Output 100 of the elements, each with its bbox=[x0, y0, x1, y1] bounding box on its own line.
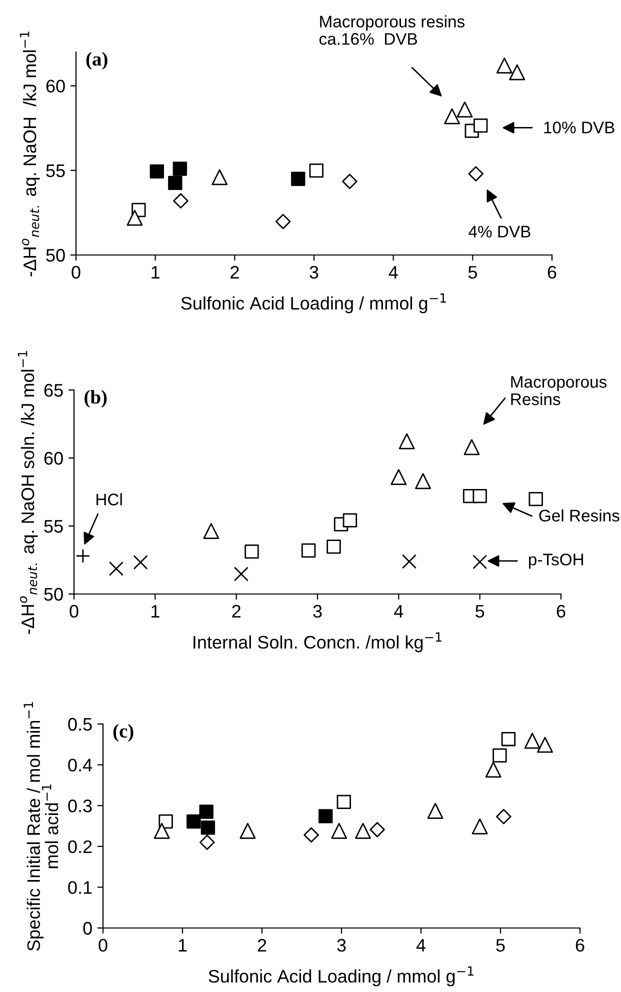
x-tick-label: 6 bbox=[548, 266, 556, 279]
point bbox=[199, 804, 214, 819]
x-tick-label: 3 bbox=[310, 266, 318, 279]
point bbox=[415, 473, 431, 490]
point bbox=[150, 164, 164, 179]
x-tick-label: 5 bbox=[476, 605, 484, 618]
point bbox=[496, 808, 512, 824]
point bbox=[212, 169, 228, 186]
x-tick-label: 3 bbox=[313, 604, 322, 618]
x-tick-label: 1 bbox=[152, 266, 160, 278]
point bbox=[444, 108, 460, 124]
point bbox=[336, 794, 351, 810]
point bbox=[168, 176, 182, 190]
point bbox=[291, 172, 306, 186]
y-axis-title: -ΔH$^{o}$$_{neut.}$ aq. NaOH soln. /kJ mol$^{−1}$ bbox=[18, 351, 38, 634]
x-tick-label: 2 bbox=[232, 604, 240, 618]
y-tick-label: 65 bbox=[44, 384, 63, 397]
text: Specific Initial Rate / mol min$^{−1}$ mol acid$^{−1}$ bbox=[24, 702, 58, 951]
annotation: 4% DVB bbox=[468, 226, 530, 238]
point bbox=[186, 814, 201, 829]
point bbox=[108, 561, 124, 576]
point bbox=[309, 163, 324, 178]
point bbox=[390, 469, 407, 486]
x-tick-label: 6 bbox=[576, 938, 584, 952]
x-tick-label: 2 bbox=[258, 938, 266, 952]
point bbox=[509, 64, 526, 80]
point bbox=[537, 736, 553, 753]
y-tick-label: 0.5 bbox=[68, 718, 92, 731]
point bbox=[240, 822, 256, 839]
point bbox=[370, 822, 385, 838]
x-tick-label: 5 bbox=[496, 939, 505, 952]
point bbox=[304, 827, 319, 843]
point bbox=[342, 174, 358, 190]
point bbox=[456, 102, 473, 118]
point bbox=[474, 118, 488, 133]
point bbox=[234, 566, 248, 582]
point bbox=[275, 214, 291, 230]
point bbox=[472, 554, 488, 570]
y-tick-label: 55 bbox=[46, 164, 65, 178]
point bbox=[402, 554, 416, 569]
x-tick-label: 4 bbox=[388, 266, 398, 278]
point bbox=[342, 513, 358, 528]
x-tick-label: 4 bbox=[416, 939, 426, 952]
annotation: 10% DVB bbox=[544, 122, 614, 134]
y-tick-label: 0.1 bbox=[68, 881, 92, 894]
point bbox=[326, 540, 341, 554]
y-tick-label: 50 bbox=[44, 588, 63, 601]
y-tick-label: 60 bbox=[44, 452, 63, 465]
x-tick-label: 2 bbox=[230, 266, 239, 278]
point bbox=[126, 210, 143, 226]
x-axis-title: Sulfonic Acid Loading / mmol g$^{−1}$ bbox=[181, 293, 446, 314]
annotation: Macroporous Resins bbox=[511, 376, 607, 406]
x-tick-label: 4 bbox=[394, 605, 404, 618]
point bbox=[76, 548, 90, 564]
x-axis-title: Sulfonic Acid Loading / mmol g$^{−1}$ bbox=[208, 966, 474, 986]
x-tick-label: 6 bbox=[556, 604, 566, 618]
point bbox=[200, 834, 215, 850]
point bbox=[524, 732, 540, 749]
point bbox=[203, 523, 220, 540]
point bbox=[173, 193, 188, 209]
y-tick-label: 0.2 bbox=[68, 840, 92, 854]
x-tick-label: 5 bbox=[468, 266, 477, 279]
chart-title: (b) bbox=[84, 390, 107, 408]
point bbox=[528, 492, 543, 506]
point bbox=[492, 748, 507, 763]
x-tick-label: 1 bbox=[178, 939, 187, 952]
annotation: p-TsOH bbox=[528, 554, 584, 569]
y-tick-label: 55 bbox=[44, 520, 63, 533]
point bbox=[354, 822, 371, 839]
x-axis-title: Internal Soln. Concn. /mol kg$^{−1}$ bbox=[194, 632, 442, 652]
point bbox=[427, 802, 444, 819]
point bbox=[244, 544, 259, 559]
point bbox=[485, 762, 502, 778]
point bbox=[472, 818, 488, 834]
x-tick-label: 1 bbox=[152, 605, 160, 618]
y-tick-label: 50 bbox=[46, 248, 65, 262]
point bbox=[496, 58, 512, 74]
point bbox=[468, 166, 484, 182]
chart-title: (a) bbox=[86, 52, 108, 70]
y-tick-label: 0.3 bbox=[68, 800, 92, 812]
point bbox=[318, 809, 333, 824]
x-tick-label: 3 bbox=[337, 938, 346, 952]
point bbox=[133, 555, 148, 570]
y-tick-label: 0.4 bbox=[68, 758, 92, 772]
point bbox=[472, 488, 487, 504]
point bbox=[172, 162, 188, 176]
point bbox=[154, 822, 170, 839]
text: Macroporous resins ca.16% DVB bbox=[319, 15, 465, 45]
y-tick-label: 60 bbox=[46, 80, 65, 93]
point bbox=[301, 543, 316, 558]
point bbox=[331, 822, 348, 839]
x-tick-label: 0 bbox=[98, 938, 108, 952]
y-axis-title: -ΔH$^{o}$$_{neut.}$ aq. NaOH /kJ mol$^{−1}$ bbox=[20, 32, 40, 276]
chart-title: (c) bbox=[113, 724, 134, 742]
annotation: HCl bbox=[96, 493, 122, 506]
point bbox=[398, 433, 415, 450]
point bbox=[200, 820, 216, 835]
point bbox=[501, 732, 516, 746]
point bbox=[464, 439, 480, 456]
annotation: Gel Resins bbox=[539, 509, 620, 522]
